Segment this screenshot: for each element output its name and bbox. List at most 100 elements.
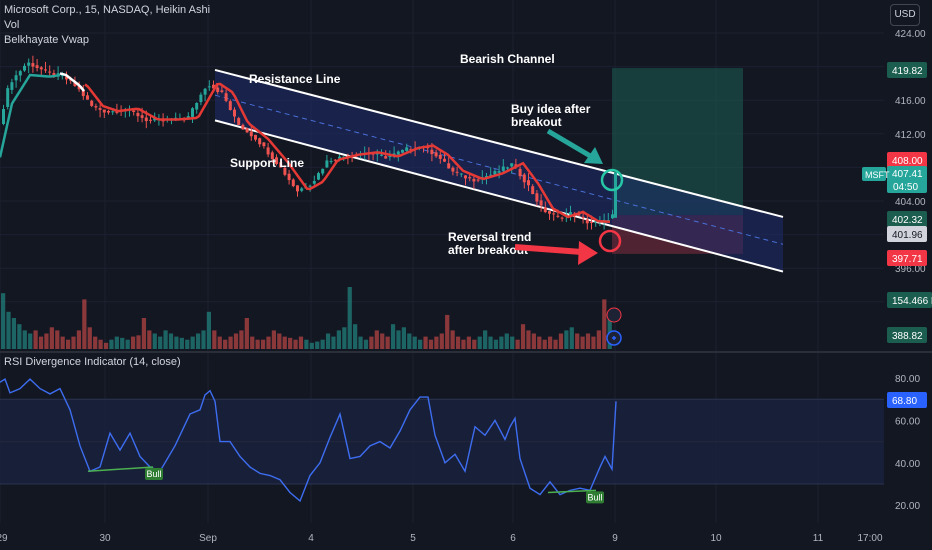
volume-bar	[22, 330, 27, 349]
rsi-tick: 80.00	[895, 374, 920, 385]
candle-body	[233, 109, 236, 117]
volume-bar	[520, 324, 526, 349]
candle-body	[510, 163, 514, 167]
candle-body	[493, 171, 497, 175]
candle-body	[132, 110, 136, 112]
volume-bar	[168, 333, 174, 349]
bull-badge-label: Bull	[587, 492, 602, 502]
chart-title: Microsoft Corp., 15, NASDAQ, Heikin Ashi	[4, 4, 211, 16]
candle-body	[144, 117, 148, 122]
breakout-circle	[600, 168, 624, 192]
grey-price-tag: 401.96	[892, 230, 923, 241]
rsi-value-tag: 68.80	[892, 396, 917, 407]
rsi-line	[0, 378, 617, 503]
rsi-tick: 20.00	[895, 501, 920, 512]
vwap-line	[0, 72, 611, 224]
candle-body	[207, 86, 211, 88]
volume-bar	[510, 336, 515, 349]
volume-bar	[396, 330, 401, 349]
candle-body	[216, 87, 220, 93]
candle-body	[476, 179, 480, 181]
candle-body	[14, 75, 18, 81]
candle-body	[98, 108, 102, 110]
candle-body	[443, 158, 446, 162]
symbol-tag-bg	[862, 167, 886, 181]
breakout-candle	[614, 172, 617, 218]
volume-bar	[228, 336, 233, 349]
current-price-bg	[887, 166, 927, 193]
current-price: 407.41	[892, 169, 923, 180]
stop-price-tag: 397.71	[892, 254, 923, 265]
candle-body	[585, 219, 589, 224]
candle-body	[195, 103, 199, 110]
volume-bar	[206, 311, 212, 349]
volume-bar	[271, 330, 277, 349]
candle-body	[401, 149, 404, 153]
bull-badge	[145, 468, 163, 481]
buy-arrow-shaft	[546, 128, 594, 160]
volume-bar	[17, 324, 22, 349]
candle-body	[312, 180, 316, 184]
candle-body	[611, 214, 614, 219]
candle-body	[77, 85, 81, 90]
candle-body	[556, 215, 560, 217]
bull-badge	[586, 491, 604, 504]
candle-body	[136, 112, 140, 117]
volume-bar	[450, 330, 455, 349]
candle-body	[321, 168, 325, 174]
entry-price-tag: 402.32	[892, 215, 923, 226]
volume-bar	[504, 333, 509, 349]
vwap-legend[interactable]: Belkhayate Vwap	[4, 34, 89, 46]
candle-body	[212, 84, 215, 89]
candle-body	[539, 200, 543, 206]
candle-body	[317, 173, 320, 180]
volume-bar	[141, 318, 147, 349]
candle-body	[60, 75, 64, 77]
candle-body	[27, 62, 31, 66]
volume-bar	[244, 318, 249, 349]
candle-body	[241, 124, 245, 130]
volume-bar	[163, 330, 168, 349]
reversal-label-2: after breakout	[448, 243, 528, 257]
volume-bar	[575, 333, 580, 349]
volume-bar	[455, 336, 461, 349]
volume-bar	[65, 339, 71, 349]
candle-body	[329, 161, 333, 163]
volume-bar	[526, 330, 531, 349]
volume-bar	[71, 336, 76, 349]
rsi-tick: 40.00	[895, 459, 920, 470]
volume-bar	[125, 339, 130, 349]
candle-body	[338, 156, 341, 159]
candle-body	[56, 73, 60, 75]
volume-bar	[434, 336, 439, 349]
candle-body	[254, 134, 257, 140]
volume-bar	[250, 336, 255, 349]
volume-bar	[607, 311, 612, 349]
volume-bar	[293, 339, 298, 349]
candle-body	[447, 163, 451, 169]
candle-body	[65, 76, 68, 80]
volume-bar	[602, 299, 607, 349]
volume-bar	[98, 339, 103, 349]
support-line	[214, 119, 784, 273]
volume-bar	[282, 336, 287, 349]
volume-bar	[412, 336, 417, 349]
volume-bar	[288, 337, 293, 349]
volume-bar	[233, 333, 239, 349]
stop-price-tag-bg	[887, 250, 927, 266]
volume-bars	[1, 287, 612, 349]
volume-bar	[558, 333, 564, 349]
candle-body	[527, 180, 530, 186]
candle-body	[434, 152, 438, 157]
buy-idea-label: Buy idea after	[511, 102, 591, 116]
time-axis: 29 30 Sep 4 5 6 9 10 11 17:00	[0, 533, 883, 544]
volume-bar	[260, 339, 266, 349]
volume-bar	[212, 330, 217, 349]
rsi-legend[interactable]: RSI Divergence Indicator (14, close)	[4, 356, 181, 368]
candle-body	[459, 173, 463, 175]
currency-button[interactable]: USD	[890, 4, 920, 26]
candle-body	[2, 109, 5, 124]
volume-legend[interactable]: Vol	[4, 19, 20, 31]
volume-bar	[591, 336, 596, 349]
